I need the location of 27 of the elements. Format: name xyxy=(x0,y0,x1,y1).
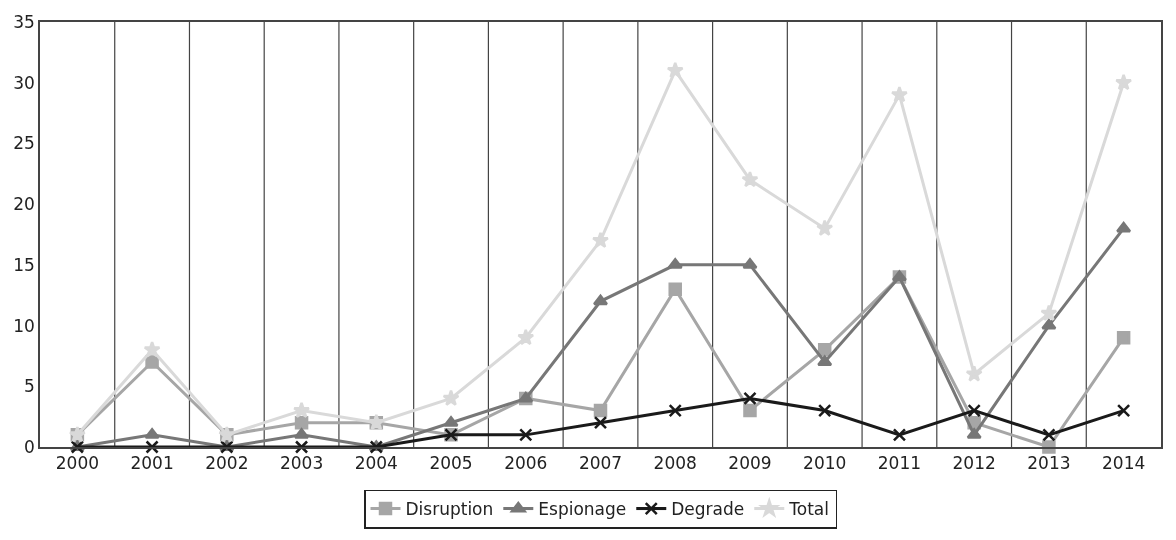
legend-label: Disruption xyxy=(405,499,494,520)
x-tick-label: 2005 xyxy=(429,453,473,474)
y-tick-label: 25 xyxy=(13,133,35,154)
y-tick-label: 10 xyxy=(13,315,35,336)
legend-label: Total xyxy=(788,499,829,520)
x-tick-label: 2003 xyxy=(279,453,324,474)
x-tick-label: 2004 xyxy=(354,453,398,474)
y-tick-label: 35 xyxy=(13,11,35,32)
x-tick-label: 2012 xyxy=(952,453,996,474)
x-tick-label: 2007 xyxy=(578,453,623,474)
legend-label: Espionage xyxy=(538,499,627,520)
x-tick-label: 2010 xyxy=(803,453,847,474)
y-tick-label: 30 xyxy=(13,72,35,93)
x-tick-label: 2013 xyxy=(1027,453,1071,474)
x-tick-label: 2009 xyxy=(728,453,772,474)
x-tick-label: 2008 xyxy=(653,453,697,474)
x-tick-label: 2011 xyxy=(877,453,922,474)
x-tick-label: 2014 xyxy=(1102,453,1146,474)
x-tick-label: 2002 xyxy=(205,453,249,474)
y-tick-label: 0 xyxy=(24,436,35,457)
legend-label: Degrade xyxy=(671,499,745,520)
x-tick-label: 2006 xyxy=(504,453,548,474)
y-tick-label: 15 xyxy=(13,254,35,275)
x-tick-label: 2001 xyxy=(130,453,174,474)
y-tick-label: 20 xyxy=(13,194,35,215)
y-tick-label: 5 xyxy=(24,376,35,397)
x-tick-label: 2000 xyxy=(55,453,99,474)
